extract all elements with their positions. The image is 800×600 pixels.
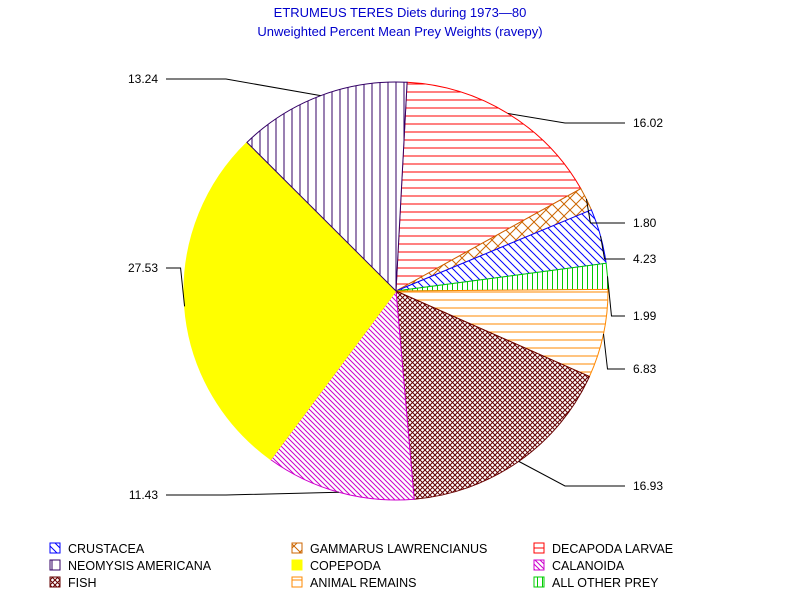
legend-swatch-crustacea	[49, 542, 61, 554]
legend-item-copepoda: COPEPODA	[291, 559, 382, 573]
legend: CRUSTACEA GAMMARUS LAWRENCIANUS DECAPODA L…	[49, 542, 673, 590]
leader-line-fish	[518, 460, 625, 487]
slice-copepoda	[183, 141, 397, 461]
chart-title: ETRUMEUS TERES Diets during 1973—80	[274, 5, 527, 20]
value-label-copepoda: 27.53	[128, 261, 158, 275]
legend-item-calanoida: CALANOIDA	[533, 559, 625, 573]
legend-swatch-neomysis-americana	[49, 559, 61, 571]
legend-item-gammarus-lawrencianus: GAMMARUS LAWRENCIANUS	[291, 542, 487, 556]
slice-calanoida	[270, 289, 415, 501]
legend-label-animal-remains: ANIMAL REMAINS	[310, 576, 417, 590]
legend-label-crustacea: CRUSTACEA	[68, 542, 145, 556]
leader-line-copepoda	[166, 267, 186, 307]
chart-subtitle: Unweighted Percent Mean Prey Weights (ra…	[257, 24, 542, 39]
legend-label-neomysis-americana: NEOMYSIS AMERICANA	[68, 559, 212, 573]
legend-item-animal-remains: ANIMAL REMAINS	[291, 576, 417, 590]
slice-decapoda-larvae	[395, 81, 582, 292]
legend-swatch-copepoda	[291, 559, 303, 571]
leader-line-crustacea	[600, 235, 625, 260]
value-label-decapoda-larvae: 16.02	[633, 116, 663, 130]
value-label-gammarus-lawrencianus: 1.80	[633, 216, 657, 230]
legend-label-copepoda: COPEPODA	[310, 559, 382, 573]
leader-line-neomysis-americana	[166, 78, 321, 97]
legend-item-crustacea: CRUSTACEA	[49, 542, 145, 556]
legend-item-fish: FISH	[49, 576, 96, 590]
leader-line-calanoida	[166, 491, 339, 496]
leader-line-all-other-prey	[606, 276, 625, 317]
legend-swatch-animal-remains	[291, 576, 303, 588]
slice-fish	[395, 290, 591, 500]
legend-swatch-fish	[49, 576, 61, 588]
slice-neomysis-americana	[246, 81, 408, 293]
value-label-crustacea: 4.23	[633, 252, 657, 266]
legend-swatch-calanoida	[533, 559, 545, 571]
leader-line-animal-remains	[602, 333, 625, 370]
value-label-animal-remains: 6.83	[633, 362, 657, 376]
legend-label-all-other-prey: ALL OTHER PREY	[552, 576, 659, 590]
value-leaders: 16.02 1.80 4.23 1.99 6.83 16.93 11.43 27.53 13.2…	[128, 72, 663, 502]
legend-swatch-gammarus-lawrencianus	[291, 542, 303, 554]
legend-label-calanoida: CALANOIDA	[552, 559, 625, 573]
legend-swatch-all-other-prey	[533, 576, 545, 588]
legend-label-fish: FISH	[68, 576, 96, 590]
legend-label-decapoda-larvae: DECAPODA LARVAE	[552, 542, 673, 556]
leader-line-decapoda-larvae	[507, 112, 625, 124]
value-label-calanoida: 11.43	[129, 488, 158, 502]
value-label-fish: 16.93	[633, 479, 663, 493]
pie-slices	[183, 81, 609, 501]
legend-item-neomysis-americana: NEOMYSIS AMERICANA	[49, 559, 212, 573]
value-label-all-other-prey: 1.99	[633, 309, 657, 323]
value-label-neomysis-americana: 13.24	[128, 72, 158, 86]
legend-label-gammarus-lawrencianus: GAMMARUS LAWRENCIANUS	[310, 542, 487, 556]
leader-line-gammarus-lawrencianus	[585, 199, 625, 224]
legend-swatch-decapoda-larvae	[533, 542, 545, 554]
legend-item-decapoda-larvae: DECAPODA LARVAE	[533, 542, 673, 556]
legend-item-all-other-prey: ALL OTHER PREY	[533, 576, 659, 590]
